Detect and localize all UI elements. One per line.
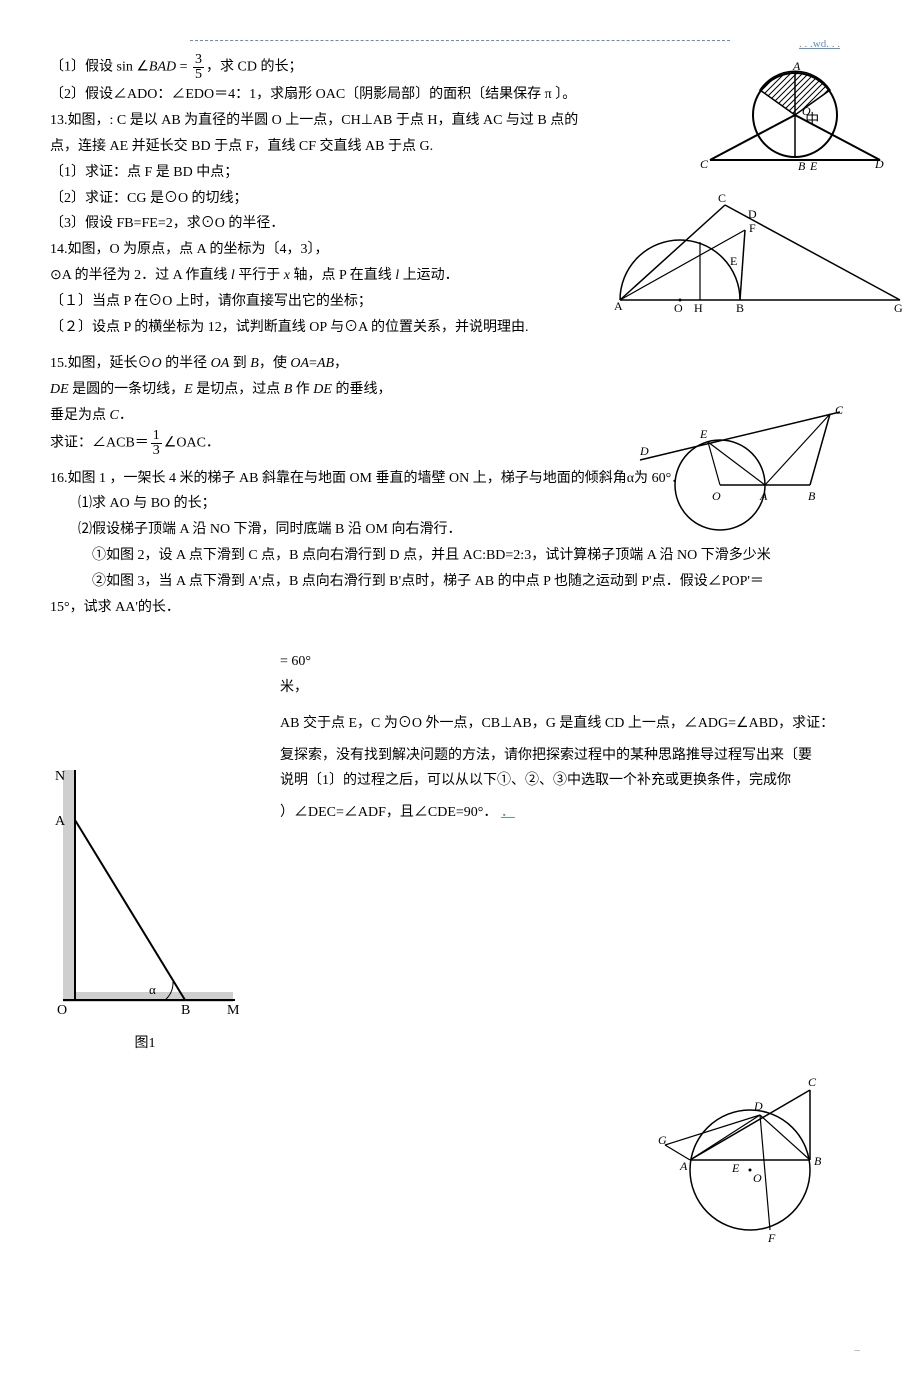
footer-dash: _ [855,1340,861,1352]
label-G2: G [894,301,903,315]
q16-line7: AB 交于点 E，C 为⊙O 外一点，CB⊥AB，G 是直线 CD 上一点，∠A… [280,711,870,737]
label-C: C [700,157,709,171]
fig1-caption: 图1 [45,1032,245,1052]
label-O4: O [57,1003,67,1018]
label-E3: E [699,427,708,441]
label-F5: F [767,1231,776,1245]
fig-q12: A O C D B E [690,60,890,180]
label-A: A [792,60,801,73]
label-O5: O [753,1171,762,1185]
label-B4: B [181,1003,190,1018]
label-D2: D [748,207,757,221]
q16-line8: 复探索，没有找到解决问题的方法，请你把探索过程中的某种思路推导过程写出来〔要 [280,743,870,769]
q16-line6: 15°，试求 AA'的长． [50,595,870,621]
label-H2: H [694,301,703,315]
label-A4: A [55,814,66,829]
q16-mi: 米， [280,675,870,701]
q16-line10: ）∠DEC=∠ADF，且∠CDE=90°． ． [280,800,870,826]
q16-line4: ①如图 2，设 A 点下滑到 C 点，B 点向右滑行到 D 点，并且 AC:BD… [50,543,870,569]
label-G5: G [658,1133,667,1147]
fig-q15: D E C O A B [630,400,860,540]
label-A3: A [759,489,768,503]
label-O2: O [674,301,683,315]
label-alpha: α [149,982,156,997]
label-O3: O [712,489,721,503]
fig-bottom: C D A B G E O F [650,1070,850,1260]
q15-line2: DE 是圆的一条切线，E 是切点，过点 B 作 DE 的垂线， [50,377,870,403]
label-D: D [874,157,884,171]
label-B2: B [736,301,744,315]
label-B5: B [814,1154,822,1168]
label-E5: E [731,1161,740,1175]
q16-line5: ②如图 3，当 A 点下滑到 A'点，B 点向右滑行到 B'点时，梯子 AB 的… [50,569,870,595]
label-D3: D [639,444,649,458]
label-B: B [798,159,806,173]
label-C3: C [835,403,844,417]
label-A2: A [614,299,623,313]
wd-text: . . .wd. . . [799,38,840,50]
label-F2: F [749,221,756,235]
q15-line1: 15.如图，延长⊙O 的半径 OA 到 B，使 OA=AB， [50,351,870,377]
fig-q13: A O H B G C F E D [610,190,910,330]
label-E: E [809,159,818,173]
q16-line9: 说明〔1〕的过程之后，可以从以下①、②、③中选取一个补充或更换条件，完成你 [280,768,870,794]
label-N: N [55,770,65,784]
fig-q16-1: N A O B M α 图1 [45,770,245,1052]
label-E2: E [730,254,737,268]
label-C2: C [718,191,726,205]
header-dash [190,40,730,41]
label-A5: A [679,1159,688,1173]
q16-eq60: = 60° [280,649,870,675]
label-O: O [802,104,811,118]
label-D5: D [753,1099,763,1113]
label-C5: C [808,1075,817,1089]
label-M: M [227,1003,240,1018]
label-B3: B [808,489,816,503]
dot-link: ． [501,805,515,820]
